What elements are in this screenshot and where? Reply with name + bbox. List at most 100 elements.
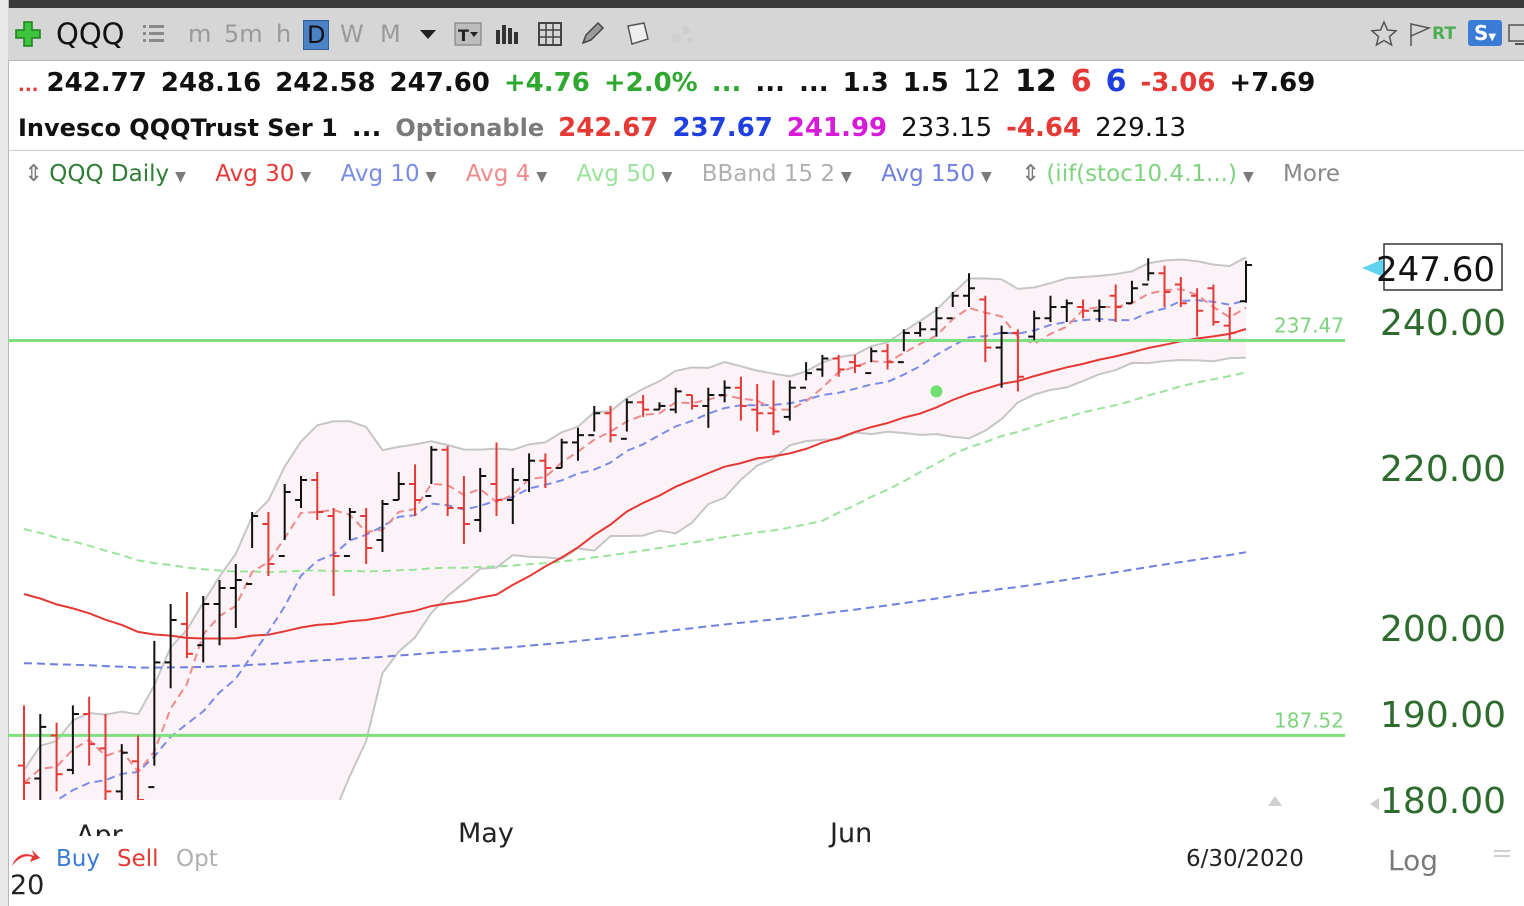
ohlc-bar [963,273,976,307]
opt-button[interactable]: Opt [176,846,218,872]
list-icon[interactable] [140,20,168,48]
legend-item-stoch[interactable]: ⇕ (iif(stoc10.4.1...) ▼ [1021,156,1254,195]
dropdown-arrow-icon[interactable]: ▼ [425,169,437,185]
legend-item-avg-150[interactable]: Avg 150 ▼ [881,156,992,195]
quote-value-5: 6 [1070,64,1092,99]
timeframe-week[interactable]: W [340,20,364,48]
legend-item-qqq-daily[interactable]: ⇕ QQQ Daily ▼ [24,156,186,195]
legend-item-avg-4[interactable]: Avg 4 ▼ [466,156,547,195]
legend-item-avg-50[interactable]: Avg 50 ▼ [576,156,672,195]
legend-item-avg-10[interactable]: Avg 10 ▼ [340,156,436,195]
legend-item-avg-30[interactable]: Avg 30 ▼ [215,156,311,195]
pencil-icon[interactable] [578,20,606,48]
calculator-icon[interactable] [536,20,564,48]
quote-ellipsis-2: ... [755,68,786,98]
quote-value-4: 12 [1014,64,1057,99]
ohlc-bar [360,508,373,564]
timeframe-5-minute[interactable]: 5m [224,20,263,48]
quote-ellipsis-1: ... [711,68,742,98]
ohlc-bar [148,640,161,789]
note-icon[interactable] [624,20,652,48]
axis-scroll-arrow-icon[interactable] [1370,798,1379,810]
ohlc-bar [164,604,177,689]
add-symbol-icon[interactable] [14,20,42,48]
quote-value-2: 1.5 [902,68,949,98]
s-badge-caret-icon: ▼ [1488,32,1497,43]
ohlc-bar [50,722,63,792]
timeframe-day[interactable]: D [303,20,330,50]
s-badge-icon[interactable]: S▼ [1468,20,1502,46]
avg-30-line [23,328,1247,640]
legend-more-button[interactable]: More [1283,156,1340,192]
drag-handle-icon[interactable]: ⇕ [1021,161,1041,187]
ohlc-bar [66,705,79,775]
legend-label: BBand 15 2 [701,161,836,187]
legend-label: (iif(stoc10.4.1...) [1046,161,1237,187]
ohlc-bar [930,307,943,337]
ohlc-bar [1109,284,1122,322]
ohlc-bar [1158,265,1171,307]
ohlc-bar [180,592,193,659]
ohlc-bar [229,564,242,628]
ohlc-bar [262,512,275,576]
moving-averages [23,288,1247,800]
quote-value-3: 12 [962,64,1001,99]
ohlc-bar [865,347,878,375]
window-icon[interactable] [1506,20,1524,48]
sell-button[interactable]: Sell [117,846,159,872]
dropdown-arrow-icon[interactable]: ▼ [300,169,312,185]
ohlc-bar [197,596,210,663]
ohlc-bar [294,476,307,508]
ohlc-bar [800,362,813,389]
trade-icon[interactable] [10,846,42,872]
toolbar: QQQ m 5m h D W M T RT S▼ [8,8,1524,61]
timeframe-minute[interactable]: m [188,20,212,48]
ohlc-bar [457,476,470,544]
bar-chart-icon[interactable] [492,20,520,48]
timeframe-hour[interactable]: h [276,20,292,48]
dropdown-arrow-icon[interactable]: ▼ [536,169,548,185]
study-legend: ⇕ QQQ Daily ▼ Avg 30 ▼ Avg 10 ▼ Avg 4 ▼ Avg 5… [24,156,1362,192]
rt-icon[interactable]: RT [1432,24,1456,44]
dropdown-arrow-icon[interactable]: ▼ [841,169,852,185]
ohlc-bar [278,484,291,557]
dropdown-arrow-icon[interactable]: ▼ [1242,169,1254,185]
symbol-field[interactable]: QQQ [56,17,125,51]
ohlc-bar [702,387,715,428]
ohlc-bar [669,387,682,414]
scroll-up-arrow-icon[interactable] [1268,796,1282,806]
ohlc-bar [506,468,519,524]
ohlc-bar [1207,284,1220,326]
dropdown-icon[interactable] [414,20,442,48]
last-price-pointer [1362,258,1386,278]
dropdown-arrow-icon[interactable]: ▼ [980,169,992,185]
ohlc-bar [832,354,845,377]
last-price-label: 247.60 [1376,250,1495,290]
log-scale-toggle[interactable]: Log [1388,844,1439,877]
info-price-3: 241.99 [786,113,888,143]
ohlc-bar [1077,299,1090,319]
legend-label: Avg 10 [340,161,420,187]
star-icon[interactable] [1370,20,1398,48]
quote-ellipsis-3: ... [799,68,829,98]
text-icon[interactable]: T [454,20,482,48]
dropdown-arrow-icon[interactable]: ▼ [175,169,186,185]
ohlc-bar [620,398,633,440]
timeframe-month[interactable]: M [380,20,401,48]
resize-grip-icon[interactable] [1494,850,1510,852]
buy-button[interactable]: Buy [56,846,100,872]
drag-handle-icon[interactable]: ⇕ [24,161,44,187]
link-icon[interactable] [668,20,696,48]
ohlc-bar [441,446,454,516]
info-price-1: 242.67 [558,113,659,143]
y-tick-label: 240.00 [1380,303,1506,344]
legend-item-bband[interactable]: BBand 15 2 ▼ [702,156,852,195]
info-price-4: 233.15 [901,113,993,143]
legend-label: Avg 150 [881,161,975,187]
dropdown-arrow-icon[interactable]: ▼ [661,169,673,185]
ohlc-bar [376,500,389,552]
flag-icon[interactable] [1406,20,1434,48]
ohlc-bar [881,343,894,370]
ohlc-bar [783,380,796,421]
ohlc-bar [246,512,259,585]
